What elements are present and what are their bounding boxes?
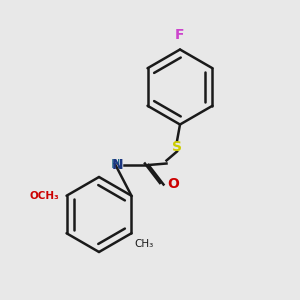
- Text: O: O: [167, 178, 179, 191]
- Text: OCH₃: OCH₃: [29, 191, 59, 201]
- Text: H: H: [111, 158, 120, 172]
- Text: N: N: [111, 158, 123, 172]
- Text: F: F: [175, 28, 185, 42]
- Text: S: S: [172, 140, 182, 154]
- Text: CH₃: CH₃: [134, 239, 154, 249]
